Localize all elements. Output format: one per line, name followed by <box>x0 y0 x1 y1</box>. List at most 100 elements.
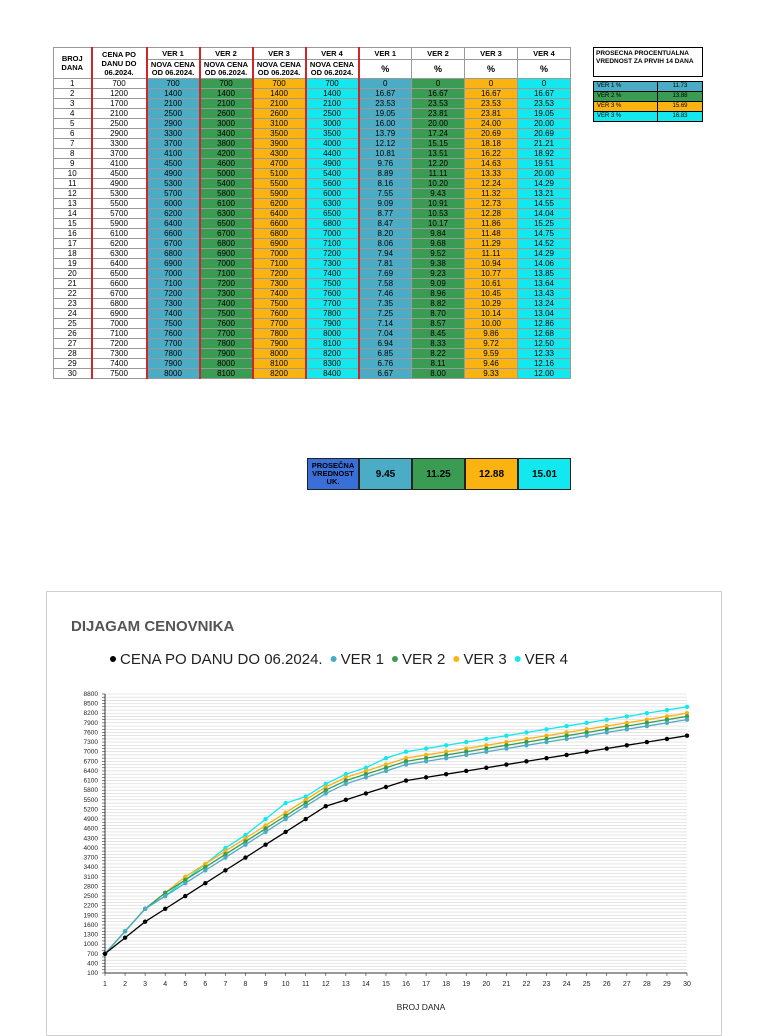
series-1-point <box>283 829 288 835</box>
series-5-point <box>223 845 228 851</box>
cell-ver2-price: 5000 <box>199 168 254 179</box>
cell-ver3-price: 1400 <box>252 88 307 99</box>
cell-ver4-pct: 14.06 <box>517 258 571 269</box>
summary-box: PROSECNA PROCENTUALNA VREDNOST ZA PRVIH … <box>592 47 703 122</box>
cell-ver1-pct: 19.05 <box>358 108 412 119</box>
series-5-point <box>383 755 389 761</box>
series-4-point <box>263 823 268 828</box>
series-1-point <box>524 759 529 764</box>
series-1-point <box>223 868 228 873</box>
legend-marker-3 <box>391 656 398 662</box>
series-5-point <box>524 730 529 735</box>
cell-ver2-price: 7100 <box>199 268 254 279</box>
cell-base-price: 5700 <box>91 208 148 219</box>
series-3-point <box>684 714 690 719</box>
cell-ver2-pct: 8.70 <box>411 308 465 319</box>
cell-ver1-pct: 23.53 <box>358 98 412 109</box>
cell-ver2-pct: 9.68 <box>411 238 465 249</box>
table-row: 22 6700 7200 7300 7400 7600 7.46 8.96 10.45 13.43 <box>53 288 571 299</box>
series-3-point <box>383 765 389 770</box>
series-line-2 <box>104 719 688 955</box>
cell-day: 27 <box>53 338 93 349</box>
y-tick-label: 6100 <box>84 778 99 785</box>
table-row: 28 7300 7800 7900 8000 8200 6.85 8.22 9.59 12.33 <box>53 348 571 359</box>
cell-ver4-pct: 14.29 <box>517 178 571 189</box>
cell-day: 26 <box>53 328 93 339</box>
series-5-point <box>363 765 369 770</box>
x-axis-label: BROJ DANA <box>397 1002 446 1012</box>
cell-ver3-pct: 11.29 <box>464 238 518 249</box>
cell-ver1-pct: 7.81 <box>358 258 412 269</box>
series-2-point <box>504 746 509 751</box>
series-5-point <box>303 794 308 799</box>
chart-container: DIJAGAM CENOVNIKA CENA PO DANU DO 06.2024… <box>46 591 722 1036</box>
cell-ver3-price: 5900 <box>252 188 307 199</box>
cell-ver4-price: 6000 <box>305 188 360 199</box>
x-tick-label: 14 <box>362 981 370 988</box>
cell-ver1-pct: 7.25 <box>358 308 412 319</box>
cell-ver4-pct: 14.04 <box>517 208 571 219</box>
x-tick-label: 25 <box>583 981 591 988</box>
y-tick-label: 4900 <box>84 816 99 823</box>
series-1-point <box>684 733 690 738</box>
cell-ver2-pct: 12.20 <box>411 158 465 169</box>
cell-ver1-price: 7100 <box>146 278 201 289</box>
cell-day: 10 <box>53 168 93 179</box>
cell-ver1-pct: 7.58 <box>358 278 412 289</box>
cell-base-price: 7500 <box>91 368 148 379</box>
cell-ver2-pct: 9.09 <box>411 278 465 289</box>
cell-base-price: 3300 <box>91 138 148 149</box>
cell-ver1-price: 6800 <box>146 248 201 259</box>
cell-ver3-pct: 10.29 <box>464 298 518 309</box>
cell-ver3-pct: 10.45 <box>464 288 518 299</box>
cell-ver4-price: 4000 <box>305 138 360 149</box>
cell-day: 9 <box>53 158 93 169</box>
summary-label: VER 3 % <box>592 101 659 112</box>
x-tick-label: 5 <box>183 981 187 988</box>
cell-day: 8 <box>53 148 93 159</box>
table-row: 26 7100 7600 7700 7800 8000 7.04 8.45 9.86 12.68 <box>53 328 571 339</box>
cell-day: 11 <box>53 178 93 189</box>
series-line-1 <box>104 735 688 955</box>
series-3-point <box>283 813 288 819</box>
cell-ver2-pct: 9.23 <box>411 268 465 279</box>
cell-ver3-price: 7300 <box>252 278 307 289</box>
series-1-point <box>142 919 148 924</box>
cell-ver1-price: 7300 <box>146 298 201 309</box>
table-row: 21 6600 7100 7200 7300 7500 7.58 9.09 10.61 13.64 <box>53 278 571 289</box>
cell-ver2-price: 2600 <box>199 108 254 119</box>
cell-ver3-pct: 12.73 <box>464 198 518 209</box>
series-3-point <box>263 826 268 831</box>
cell-ver1-price: 2100 <box>146 98 201 109</box>
series-2-point <box>243 842 248 847</box>
series-4-point <box>423 752 429 758</box>
x-tick-label: 6 <box>203 981 207 988</box>
cell-ver3-price: 2600 <box>252 108 307 119</box>
series-5-point <box>664 707 670 713</box>
table-row: 7 3300 3700 3800 3900 4000 12.12 15.15 18.18 21.2… <box>53 138 571 149</box>
y-tick-label: 6400 <box>84 768 99 775</box>
x-tick-label: 8 <box>244 981 248 988</box>
cell-ver2-pct: 10.53 <box>411 208 465 219</box>
x-tick-label: 12 <box>322 981 330 988</box>
table-row: 13 5500 6000 6100 6200 6300 9.09 10.91 12.73 14.5… <box>53 198 571 209</box>
series-1-point <box>243 855 248 860</box>
cell-ver1-pct: 8.89 <box>358 168 412 179</box>
cell-ver1-pct: 7.04 <box>358 328 412 339</box>
summary-value: 15.69 <box>657 101 703 112</box>
cell-base-price: 2900 <box>91 128 148 139</box>
cell-ver3-pct: 18.18 <box>464 138 518 149</box>
cell-ver1-price: 3700 <box>146 138 201 149</box>
series-3-point <box>343 778 349 783</box>
cell-ver4-pct: 12.00 <box>517 368 571 379</box>
cell-ver4-pct: 12.86 <box>517 318 571 329</box>
series-1-point <box>504 762 509 767</box>
series-4-point <box>484 743 489 748</box>
cell-ver4-price: 7000 <box>305 228 360 239</box>
series-2-point <box>584 733 589 738</box>
cell-day: 13 <box>53 198 93 209</box>
cell-day: 14 <box>53 208 93 219</box>
series-5-point <box>283 800 288 806</box>
series-5-point <box>604 717 609 722</box>
series-4-point <box>283 810 288 815</box>
